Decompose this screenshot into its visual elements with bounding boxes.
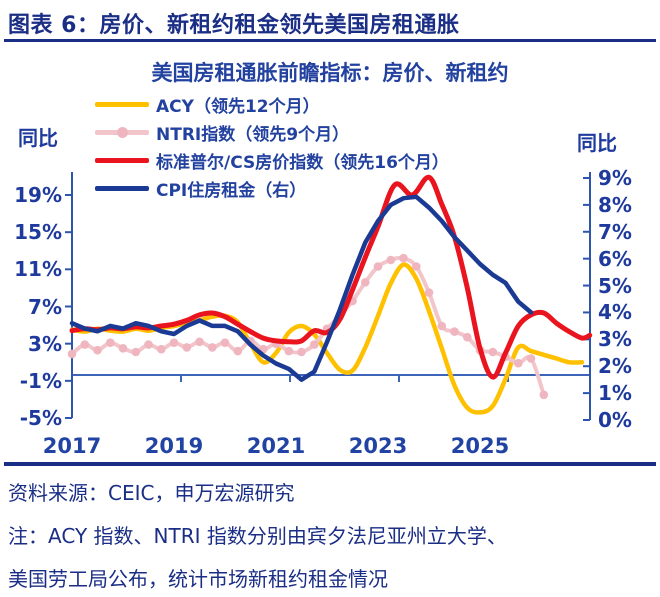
note-line-2: 美国劳工局公布，统计市场新租约租金情况: [8, 567, 388, 591]
y-axis-left-label: 11%: [14, 257, 62, 282]
y-axis-left-label: 15%: [14, 220, 62, 245]
legend-label-acy: ACY（领先12个月）: [156, 96, 320, 117]
x-axis-label: 2019: [144, 434, 204, 458]
legend-label-cpi: CPI住房租金（右）: [156, 180, 307, 201]
y-axis-right-label: 8%: [598, 192, 632, 217]
y-axis-right-label: 1%: [598, 381, 632, 406]
legend-label-spcs: 标准普尔/CS房价指数（领先16个月）: [156, 152, 449, 173]
legend-item-cpi: CPI住房租金（右）: [95, 174, 449, 202]
chart-legend: ACY（领先12个月） NTRI指数（领先9个月） 标准普尔/CS房价指数（领先…: [95, 90, 449, 202]
y-axis-right-label: 3%: [598, 327, 632, 352]
source-divider: [4, 462, 656, 466]
source-text: 资料来源：CEIC，申万宏源研究: [8, 481, 295, 505]
x-axis-label: 2025: [450, 434, 510, 458]
y-axis-left-label: 7%: [28, 294, 62, 319]
series-line: [69, 174, 593, 380]
y-axis-left-label: -5%: [19, 406, 62, 430]
chart-title: 美国房租通胀前瞻指标：房价、新租约: [151, 61, 509, 85]
legend-item-ntri: NTRI指数（领先9个月）: [95, 118, 449, 146]
right-axis-title: 同比: [577, 131, 617, 155]
acy-line-swatch-icon: [95, 90, 149, 118]
legend-item-acy: ACY（领先12个月）: [95, 90, 449, 118]
y-axis-left-label: 3%: [28, 331, 62, 356]
y-axis-right-label: 7%: [598, 219, 632, 244]
x-axis-label: 2021: [246, 434, 306, 458]
x-axis-label: 2023: [348, 434, 408, 458]
legend-label-ntri: NTRI指数（领先9个月）: [156, 124, 350, 145]
y-axis-right-label: 6%: [598, 246, 632, 271]
y-axis-right-label: 0%: [598, 408, 632, 432]
spcs-line-swatch-icon: [95, 146, 149, 174]
y-axis-left-label: -1%: [19, 368, 62, 393]
page-title: 图表 6：房价、新租约租金领先美国房租通胀: [8, 13, 460, 38]
y-axis-right-label: 9%: [598, 166, 632, 190]
y-axis-right-label: 5%: [598, 273, 632, 298]
note-line-1: 注：ACY 指数、NTRI 指数分别由宾夕法尼亚州立大学、: [8, 524, 507, 548]
left-axis-title: 同比: [18, 126, 58, 150]
legend-item-spcs: 标准普尔/CS房价指数（领先16个月）: [95, 146, 449, 174]
y-axis-left-label: 19%: [14, 183, 62, 207]
y-axis-right-label: 2%: [598, 354, 632, 379]
y-axis-right-label: 4%: [598, 300, 632, 325]
x-axis-label: 2017: [42, 434, 102, 458]
series-line: [69, 194, 534, 382]
title-underline: [4, 39, 656, 42]
ntri-line-swatch-icon: [95, 118, 149, 146]
cpi-line-swatch-icon: [95, 174, 149, 202]
